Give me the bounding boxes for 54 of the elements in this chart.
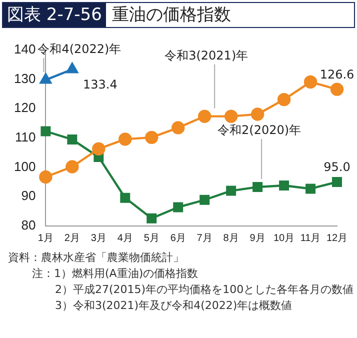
x-tick-label: 1月: [38, 232, 54, 244]
x-tick-label: 6月: [170, 232, 186, 244]
point: [146, 213, 157, 224]
text: 2）平成27(2015)年の平均価格を100とした各年各月の数値: [54, 282, 355, 298]
point: [306, 184, 316, 194]
point: [226, 186, 236, 196]
x-tick-label: 4月: [117, 232, 133, 244]
x-tick-label: 7月: [196, 232, 212, 244]
point: [198, 110, 212, 123]
text: 令和2(2020)年: [218, 123, 302, 138]
data-label: 126.6: [320, 67, 354, 82]
x-tick-label: 9月: [250, 232, 266, 244]
y-tick-label: 100: [14, 158, 36, 174]
y-tick-label: 90: [21, 188, 36, 204]
point: [330, 82, 344, 96]
point: [279, 180, 290, 191]
y-tick-label: 120: [14, 100, 36, 116]
y-tick-label: 80: [21, 218, 36, 233]
x-tick-label: 3月: [90, 232, 106, 244]
point: [118, 132, 132, 146]
x-tick-label: 2月: [64, 232, 80, 244]
point: [120, 192, 130, 203]
point: [224, 110, 238, 123]
point: [332, 177, 342, 187]
point: [67, 134, 78, 144]
text: 資料：農林水産省「農業物価統計」: [8, 250, 185, 266]
x-tick-label: 5月: [144, 232, 160, 244]
point: [39, 170, 52, 184]
point: [66, 160, 79, 174]
point: [40, 126, 51, 136]
data-label: 95.0: [324, 160, 350, 174]
point: [145, 130, 158, 144]
y-tick-label: 130: [14, 70, 36, 86]
data-label: 133.4: [82, 77, 118, 92]
point: [250, 108, 264, 121]
y-tick-label: 140: [14, 42, 36, 57]
point: [277, 92, 291, 106]
point: [173, 202, 184, 212]
x-tick-label: 11月: [300, 232, 321, 244]
chart-subtitle: 重油の価格指数: [110, 4, 232, 27]
x-tick-label: 8月: [223, 232, 239, 244]
point: [172, 121, 185, 134]
text: 令和3(2021)年: [164, 48, 248, 62]
x-tick-label: 10月: [273, 232, 295, 244]
point: [92, 142, 106, 156]
point: [304, 75, 318, 89]
text: 3）令和3(2021)年及び令和4(2022)年は概数値: [54, 298, 294, 314]
text: 注：1）燃料用(A重油)の価格指数: [31, 266, 200, 282]
y-tick-label: 110: [14, 130, 36, 145]
series-label: 令和4(2022)年: [38, 42, 122, 56]
point: [252, 182, 263, 192]
x-tick-label: 12月: [326, 232, 348, 244]
point: [200, 194, 210, 205]
chart-title: 図表 2-7-56: [3, 3, 106, 27]
